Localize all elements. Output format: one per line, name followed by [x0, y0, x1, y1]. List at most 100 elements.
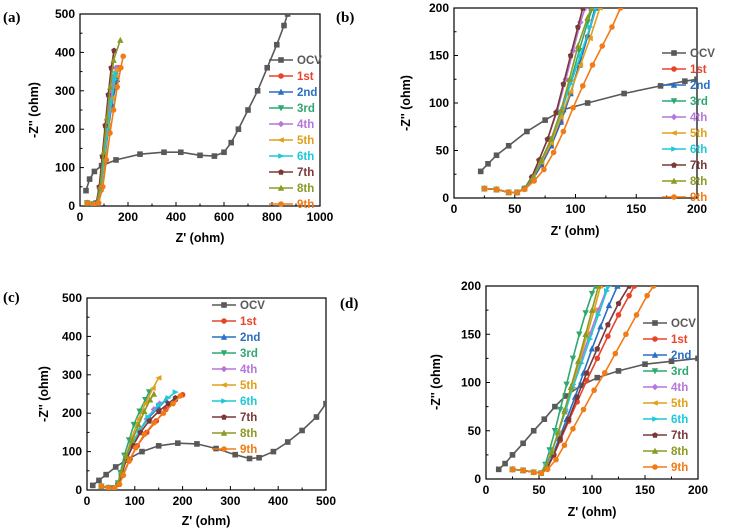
- data-point-6th: [113, 70, 120, 77]
- data-point-ocv: [211, 153, 218, 159]
- legend-marker-8th: [277, 184, 285, 191]
- data-point-8th: [548, 135, 555, 142]
- legend-marker-9th: [671, 194, 677, 200]
- data-point-ocv: [520, 440, 526, 447]
- data-point-ocv: [668, 358, 675, 365]
- data-point-8th: [588, 8, 595, 11]
- legend-entry-7th: 7th: [297, 167, 314, 179]
- legend-entry-6th: 6th: [240, 396, 257, 408]
- data-point-9th: [107, 130, 113, 136]
- legend-marker-7th: [221, 414, 227, 420]
- data-point-9th: [177, 393, 184, 399]
- data-point-ocv: [245, 107, 251, 113]
- data-point-9th: [591, 387, 597, 394]
- legend: OCV 1st 2nd 3rd 4th 5th 6th 7th 8th 9th: [269, 55, 322, 211]
- data-point-ocv: [642, 361, 648, 367]
- data-point-9th: [116, 481, 123, 488]
- data-point-6th: [155, 402, 163, 409]
- x-axis-label: Z' (ohm): [551, 224, 600, 238]
- data-point-9th: [553, 456, 559, 463]
- y-axis-label: -Z'' (ohm): [399, 75, 413, 131]
- x-tick-label: 1000: [307, 210, 334, 224]
- data-point-4th: [150, 406, 158, 413]
- data-point-9th: [120, 472, 127, 479]
- legend-marker-1st: [652, 336, 658, 342]
- x-tick-label: 50: [508, 202, 522, 216]
- data-point-ocv: [562, 393, 569, 399]
- series-9th: [481, 8, 624, 196]
- data-point-ocv: [103, 471, 109, 478]
- legend-entry-ocv: OCV: [297, 55, 322, 67]
- data-point-7th: [567, 52, 574, 59]
- legend-entry-8th: 8th: [240, 428, 257, 440]
- data-point-9th: [589, 62, 596, 68]
- data-point-9th: [151, 420, 157, 426]
- legend-entry-7th: 7th: [240, 412, 257, 424]
- data-point-ocv: [530, 427, 537, 434]
- data-point-7th: [560, 81, 567, 87]
- data-point-ocv: [113, 157, 119, 163]
- data-point-8th: [567, 383, 574, 391]
- series-9th: [84, 53, 126, 206]
- legend-marker-7th: [278, 169, 284, 175]
- x-tick-label: 200: [687, 202, 707, 216]
- legend-entry-9th: 9th: [690, 192, 707, 204]
- series-9th: [509, 286, 657, 477]
- legend-entry-5th: 5th: [240, 380, 257, 392]
- legend-entry-4th: 4th: [297, 119, 314, 131]
- data-point-5th: [149, 385, 156, 392]
- data-point-ocv: [281, 22, 287, 29]
- panel-label: (b): [336, 10, 354, 26]
- data-point-5th: [586, 35, 593, 42]
- legend-entry-6th: 6th: [297, 151, 314, 163]
- data-point-ocv: [694, 76, 697, 83]
- data-point-8th: [582, 330, 589, 338]
- x-tick-label: 0: [77, 210, 84, 224]
- y-tick-label: 100: [55, 161, 75, 175]
- data-point-2nd: [588, 345, 596, 352]
- data-point-ocv: [682, 78, 688, 84]
- data-point-ocv: [270, 448, 277, 455]
- y-tick-label: 150: [461, 327, 481, 341]
- y-tick-label: 300: [62, 368, 82, 382]
- data-point-ocv: [86, 176, 93, 182]
- data-point-9th: [521, 186, 528, 193]
- legend-entry-8th: 8th: [671, 446, 688, 458]
- data-point-1st: [594, 355, 601, 362]
- data-point-8th: [129, 436, 136, 443]
- data-point-6th: [604, 288, 611, 294]
- data-point-5th: [557, 114, 564, 121]
- legend-marker-4th: [277, 120, 285, 128]
- x-axis-label: Z' (ohm): [182, 514, 231, 528]
- legend-marker-6th: [671, 146, 678, 152]
- legend-marker-3rd: [651, 368, 659, 375]
- data-point-7th: [626, 286, 632, 289]
- data-point-ocv: [542, 117, 548, 123]
- data-point-ocv: [485, 161, 491, 167]
- legend-marker-6th: [221, 398, 228, 404]
- data-point-9th: [617, 8, 624, 11]
- data-point-9th: [105, 484, 112, 490]
- legend-marker-7th: [671, 162, 677, 168]
- legend-marker-ocv: [652, 320, 658, 326]
- data-point-ocv: [505, 142, 512, 149]
- data-point-6th: [593, 8, 600, 11]
- data-point-7th: [583, 370, 590, 376]
- data-point-ocv: [477, 168, 484, 175]
- legend-marker-2nd: [651, 351, 659, 358]
- y-tick-label: 500: [55, 7, 75, 21]
- data-point-3rd: [582, 310, 589, 317]
- data-point-8th: [548, 448, 555, 455]
- x-tick-label: 800: [262, 210, 282, 224]
- data-point-5th: [576, 62, 584, 68]
- legend-marker-ocv: [671, 50, 677, 56]
- data-point-6th: [606, 286, 613, 289]
- series-line-ocv: [480, 78, 697, 172]
- data-point-7th: [594, 345, 601, 352]
- legend-entry-9th: 9th: [240, 444, 257, 456]
- data-point-9th: [544, 466, 551, 473]
- panel-label: (a): [3, 10, 21, 26]
- data-point-9th: [118, 64, 124, 71]
- x-tick-label: 400: [166, 210, 186, 224]
- series-line-4th: [484, 8, 586, 194]
